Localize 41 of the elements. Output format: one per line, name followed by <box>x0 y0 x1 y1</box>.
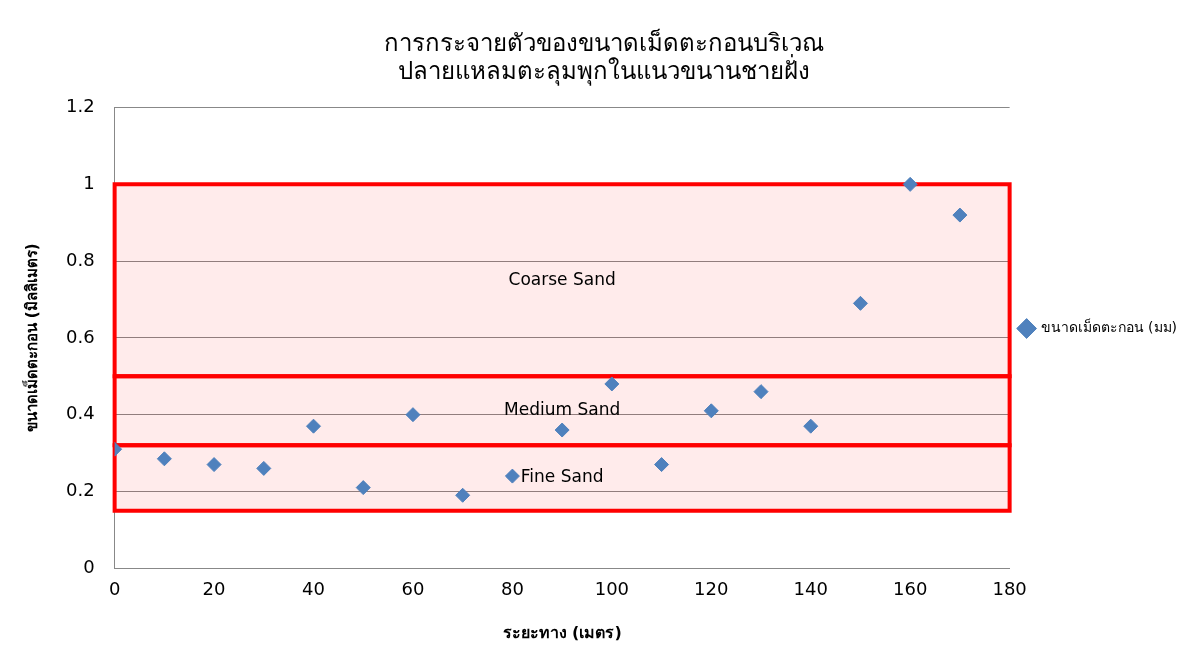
band-label: Coarse Sand <box>508 268 616 289</box>
x-tick-label: 20 <box>202 577 226 599</box>
y-tick-label: 1.2 <box>65 95 95 117</box>
point <box>455 487 471 503</box>
point <box>604 376 620 392</box>
point <box>753 384 769 400</box>
point <box>654 457 670 473</box>
y-tick-label: 0.2 <box>65 479 95 501</box>
x-tick-label: 40 <box>302 577 325 599</box>
x-tick-label: 180 <box>992 577 1027 599</box>
x-axis-title: ระยะทาง (เมตร) <box>502 622 622 642</box>
x-tick-label: 80 <box>500 577 524 599</box>
y-tick-label: 1 <box>83 172 95 194</box>
x-tick-label: 100 <box>594 577 630 599</box>
band-label: Fine Sand <box>520 466 604 487</box>
point <box>803 418 819 434</box>
x-tick-label: 60 <box>401 577 425 599</box>
legend-label: ขนาดเม็ดตะกอน (มม) <box>1040 318 1177 336</box>
y-tick-label: 0.6 <box>65 325 95 347</box>
point <box>852 295 868 311</box>
point <box>703 403 719 419</box>
y-tick-label: 0.4 <box>65 402 95 424</box>
y-axis-title: ขนาดเม็ดตะกอน (มิลลิเมตร) <box>21 243 41 433</box>
point <box>504 468 520 484</box>
point <box>952 207 968 223</box>
point <box>156 451 172 467</box>
point <box>355 480 371 496</box>
point <box>256 460 272 476</box>
y-tick-label: 0.8 <box>65 248 95 270</box>
x-tick-label: 0 <box>108 577 121 599</box>
y-tick-label: 0 <box>83 555 95 577</box>
point <box>902 176 918 192</box>
x-tick-label: 160 <box>893 577 928 599</box>
point <box>405 407 421 423</box>
point <box>306 418 322 434</box>
chart-title: การกระจายตัวของขนาดเม็ดตะกอนบริเวณ ปลายแหลมตะลุมพุกในแนวขนานชายฝั่ง <box>383 27 824 87</box>
x-tick-label: 140 <box>793 577 828 599</box>
band-label: Medium Sand <box>504 399 621 420</box>
x-tick-label: 120 <box>694 577 729 599</box>
point <box>206 457 222 473</box>
point <box>554 422 570 438</box>
